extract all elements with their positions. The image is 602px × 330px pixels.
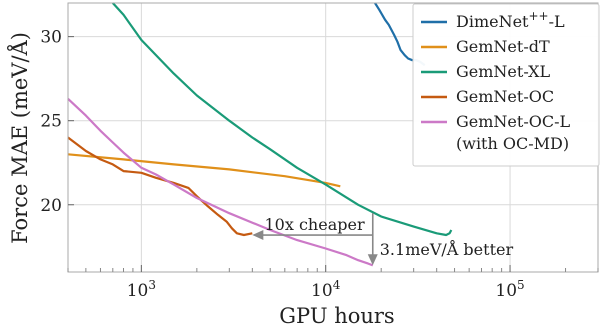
annotation-better-label: 3.1meV/Å better (380, 239, 514, 259)
legend-label: GemNet-XL (456, 62, 551, 81)
annotation-cheaper-label: 10x cheaper (264, 215, 364, 234)
x-tick-label: 105 (495, 278, 524, 301)
series-line-gemnet-oc-l (67, 97, 374, 267)
legend-label: GemNet-OC-L (456, 112, 570, 131)
y-axis-title: Force MAE (meV/Å) (7, 32, 32, 244)
axes: 103 104 105 20 25 30 (40, 2, 599, 301)
series-line-gemnet-xl (111, 2, 453, 237)
horizontal-arrow-head (252, 230, 264, 241)
series-lines (67, 2, 453, 267)
annotations: 10x cheaper 3.1meV/Å better (252, 213, 514, 266)
y-tick-label: 25 (40, 112, 62, 132)
x-tick-label: 103 (127, 278, 156, 301)
series-line-gemnet-dt (67, 153, 341, 188)
legend-label: GemNet-dT (456, 37, 550, 56)
legend-box (412, 3, 600, 167)
vertical-arrow-head (367, 254, 378, 266)
legend-label-line2: (with OC-MD) (456, 134, 569, 153)
series-line-gemnet-oc (67, 136, 253, 237)
legend-label: GemNet-OC (456, 87, 554, 106)
legend: DimeNet++-L GemNet-dT GemNet-XL GemNet-OC Ge… (412, 3, 600, 167)
legend-label: DimeNet++-L (456, 9, 565, 31)
y-tick-label: 20 (40, 196, 62, 216)
x-tick-label: 104 (311, 278, 341, 301)
x-axis-title: GPU hours (279, 304, 394, 328)
y-tick-label: 30 (40, 28, 62, 48)
